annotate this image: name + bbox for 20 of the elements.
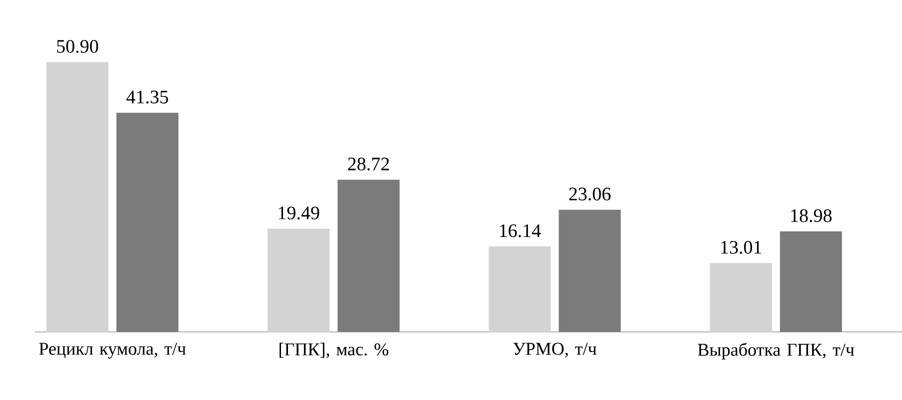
data-label: 41.35 xyxy=(126,90,168,104)
data-label: 23.06 xyxy=(569,188,611,201)
data-label: 16.14 xyxy=(500,224,541,238)
data-label: 19.49 xyxy=(278,206,320,220)
x-tick-label: Рецикл кумола, т/ч xyxy=(39,342,186,359)
data-label: 50.90 xyxy=(57,40,98,53)
x-tick-label: УРМО, т/ч xyxy=(513,342,596,358)
bar xyxy=(710,263,772,332)
data-label: 18.98 xyxy=(791,209,832,222)
x-tick-label: Выработка ГПК, т/ч xyxy=(698,342,854,360)
bar xyxy=(780,231,842,332)
data-label: 28.72 xyxy=(348,158,389,171)
x-tick-label: [ГПК], мас. % xyxy=(280,342,388,358)
bar xyxy=(488,246,551,332)
bar xyxy=(338,180,400,332)
bar xyxy=(46,62,108,332)
data-label: 13.01 xyxy=(721,240,762,254)
bar xyxy=(116,112,178,332)
bar xyxy=(268,228,330,332)
bar xyxy=(558,210,621,332)
